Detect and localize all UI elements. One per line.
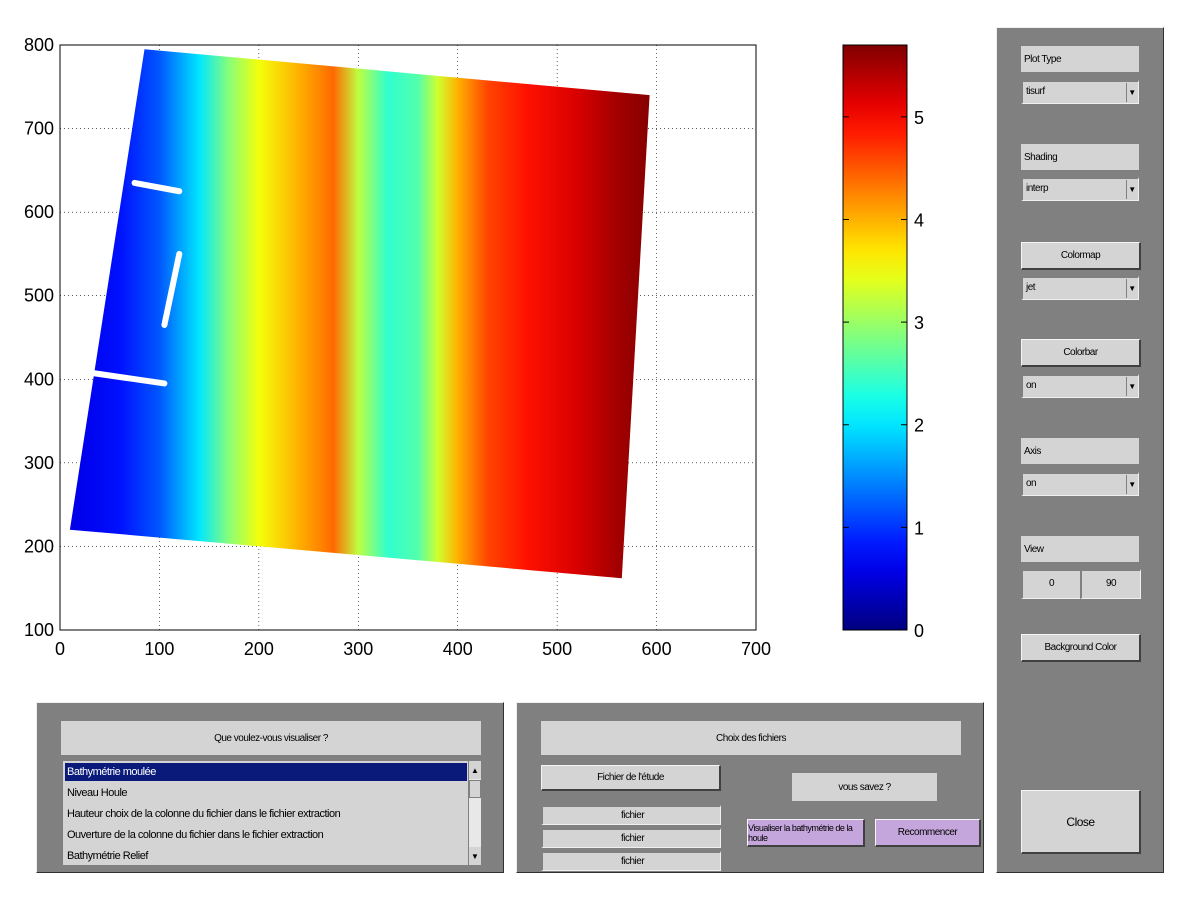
scroll-thumb[interactable] (469, 780, 481, 798)
colorbar-tick-label: 0 (914, 621, 924, 641)
y-tick-label: 600 (24, 202, 54, 222)
colorbar-tick-label: 4 (914, 210, 924, 230)
chevron-down-icon: ▼ (1126, 279, 1137, 298)
y-tick-label: 800 (24, 35, 54, 55)
axis-label: Axis (1021, 438, 1139, 464)
x-tick-label: 400 (443, 639, 473, 659)
scroll-down-icon[interactable]: ▼ (469, 847, 481, 865)
chevron-down-icon: ▼ (1126, 83, 1137, 102)
scrollbar[interactable]: ▲ ▼ (468, 761, 481, 865)
colorbar: 5 4 3 2 1 0 (842, 44, 924, 641)
breakwaters (86, 179, 183, 387)
y-axis: 800 700 600 500 400 300 200 100 (24, 35, 54, 640)
plot-type-dropdown[interactable]: tisurf ▼ (1021, 80, 1139, 104)
colorbar-tick-label: 2 (914, 416, 924, 436)
y-tick-label: 500 (24, 286, 54, 306)
file-panel: Choix des fichiers Fichier de l'étude fi… (516, 702, 984, 873)
x-tick-label: 200 (244, 639, 274, 659)
variable-listbox[interactable]: Bathymétrie moulée Niveau Houle Hauteur … (61, 759, 481, 865)
view-elevation-field[interactable]: 90 (1080, 569, 1141, 599)
x-tick-label: 300 (343, 639, 373, 659)
plot-type-label: Plot Type (1021, 46, 1139, 72)
bathymetry-plot: 0 100 200 300 400 500 600 700 80070060050040030… (24, 35, 771, 659)
x-axis: 0 100 200 300 400 500 600 700 (55, 639, 771, 659)
breakwater (161, 250, 183, 328)
close-button[interactable]: Close (1021, 790, 1141, 854)
bathymetry-surface (69, 49, 650, 579)
visualise-button[interactable]: Visualiser la bathymétrie de la houle (747, 819, 865, 847)
colorbar-dropdown[interactable]: on ▼ (1021, 374, 1139, 398)
x-tick-label: 500 (542, 639, 572, 659)
file-field[interactable]: fichier (541, 851, 721, 871)
colormap-button[interactable]: Colormap (1021, 242, 1141, 270)
colormap-dropdown[interactable]: jet ▼ (1021, 276, 1139, 300)
y-tick-label: 700 (24, 119, 54, 139)
file-field[interactable]: fichier (541, 828, 721, 848)
background-color-button[interactable]: Background Color (1021, 634, 1141, 662)
info-text: vous savez ? (792, 773, 937, 801)
list-item[interactable]: Hauteur choix de la colonne du fichier d… (67, 808, 341, 820)
y-tick-label: 400 (24, 369, 54, 389)
visualisation-title: Que voulez-vous visualiser ? (61, 721, 481, 755)
y-tick-label: 300 (24, 453, 54, 473)
chevron-down-icon: ▼ (1126, 475, 1137, 494)
axis-dropdown[interactable]: on ▼ (1021, 472, 1139, 496)
chevron-down-icon: ▼ (1126, 180, 1137, 199)
control-panel: Plot Type tisurf ▼ Shading interp ▼ Colo… (996, 27, 1164, 873)
view-azimuth-field[interactable]: 0 (1021, 569, 1081, 599)
colorbar-tick-label: 1 (914, 518, 924, 538)
breakwater (86, 369, 168, 387)
colorbar-gradient (842, 44, 908, 631)
shading-label: Shading (1021, 144, 1139, 170)
restart-button[interactable]: Recommencer (875, 819, 981, 847)
list-item[interactable]: Bathymétrie Relief (67, 850, 148, 862)
list-item[interactable]: Bathymétrie moulée (65, 763, 467, 781)
x-tick-label: 0 (55, 639, 65, 659)
y-tick-label: 100 (24, 620, 54, 640)
view-label: View (1021, 536, 1139, 562)
shading-dropdown[interactable]: interp ▼ (1021, 177, 1139, 201)
list-item[interactable]: Niveau Houle (67, 787, 128, 799)
chevron-down-icon: ▼ (1126, 377, 1137, 396)
colorbar-tick-label: 3 (914, 313, 924, 333)
plot-frame (59, 44, 757, 631)
file-field[interactable]: fichier (541, 805, 721, 825)
list-item[interactable]: Ouverture de la colonne du fichier dans … (67, 829, 324, 841)
colorbar-ticks: 5 4 3 2 1 0 (843, 108, 924, 641)
colorbar-button[interactable]: Colorbar (1021, 339, 1141, 367)
x-tick-label: 100 (144, 639, 174, 659)
colorbar-tick-label: 5 (914, 108, 924, 128)
x-tick-label: 600 (642, 639, 672, 659)
x-tick-label: 700 (741, 639, 771, 659)
breakwater (131, 179, 183, 195)
visualisation-panel: Que voulez-vous visualiser ? Bathymétrie… (36, 702, 504, 873)
scroll-up-icon[interactable]: ▲ (469, 761, 481, 779)
study-file-button[interactable]: Fichier de l'étude (541, 765, 721, 791)
file-panel-title: Choix des fichiers (541, 721, 961, 755)
y-tick-label: 200 (24, 536, 54, 556)
